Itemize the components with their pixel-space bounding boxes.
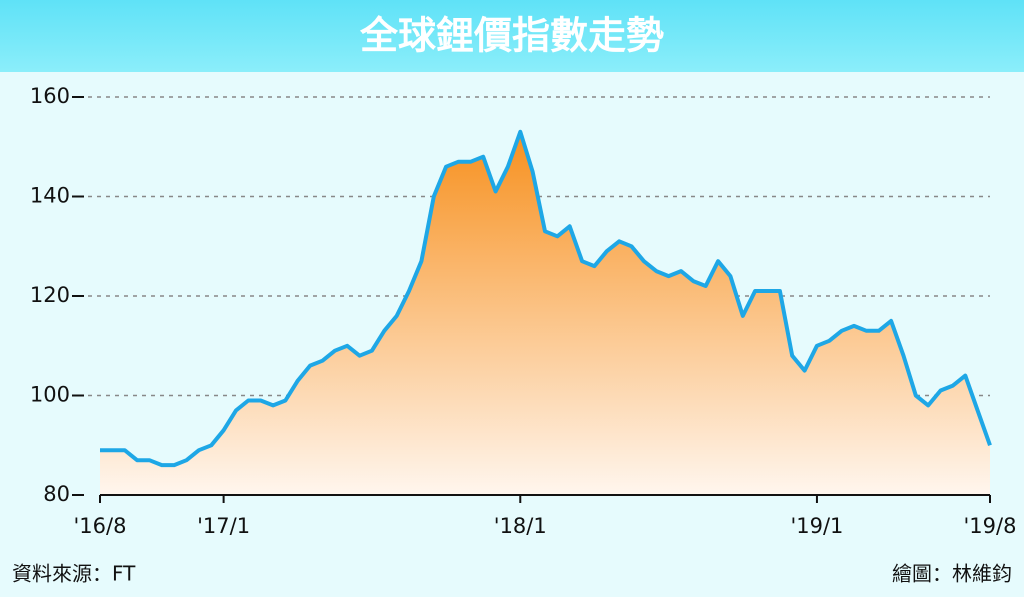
header bbox=[0, 0, 1024, 72]
y-tick-label: 120 bbox=[30, 283, 70, 307]
x-tick-label: '18/1 bbox=[494, 514, 547, 538]
source: 資料來源：FT bbox=[12, 562, 136, 586]
line bbox=[100, 129, 992, 468]
y-tick-label: 160 bbox=[30, 84, 70, 108]
y-tick-label: 140 bbox=[30, 184, 70, 208]
area bbox=[100, 131, 990, 496]
x-tick-label: '17/1 bbox=[197, 514, 250, 538]
x-tick-label: '19/8 bbox=[964, 514, 1017, 538]
x-tick-label: '16/8 bbox=[74, 514, 127, 538]
x-tick-label: '19/1 bbox=[790, 514, 843, 538]
y-tick-label: 80 bbox=[43, 482, 70, 506]
credit: 繪圖：林維鈞 bbox=[892, 562, 1012, 586]
chart-title: 全球鋰價指數走勢 bbox=[359, 14, 664, 58]
y-tick-label: 100 bbox=[30, 383, 70, 407]
